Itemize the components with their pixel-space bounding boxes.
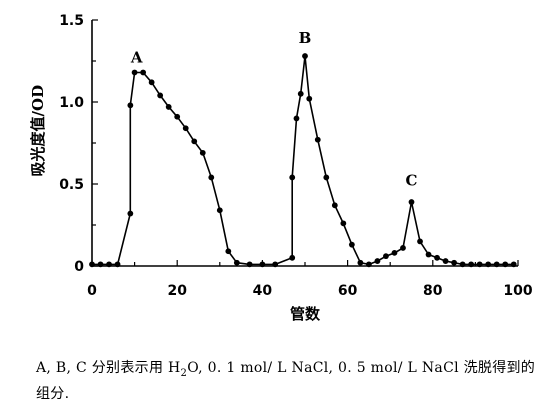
data-point [323, 174, 330, 181]
data-point [148, 79, 155, 86]
series-line-layer [92, 55, 514, 266]
data-point [442, 258, 449, 264]
data-point [246, 261, 253, 268]
annotation-layer: A B C [130, 29, 418, 190]
data-point [302, 53, 308, 59]
data-point [297, 90, 304, 97]
data-point [314, 136, 321, 143]
x-tick-label: 40 [253, 283, 273, 299]
peak-label: B [299, 29, 312, 47]
data-point [383, 253, 389, 260]
data-point [114, 261, 121, 268]
data-point [425, 251, 432, 258]
x-tick-label: 100 [503, 283, 532, 299]
y-tick-label: 1.5 [59, 13, 84, 29]
data-point [216, 207, 223, 214]
data-point [510, 261, 517, 268]
data-point [131, 69, 138, 76]
x-tick-label: 60 [338, 283, 358, 299]
marker-layer [89, 53, 517, 268]
data-point [140, 69, 147, 76]
x-tick-label: 80 [423, 283, 443, 299]
y-tick-label: 0 [74, 259, 84, 275]
data-point [451, 259, 457, 266]
data-point [417, 238, 423, 245]
data-point [366, 261, 372, 268]
figure-caption: A, B, C 分别表示用 H2O, 0. 1 mol/ L NaCl, 0. … [36, 356, 536, 407]
y-axis-title: 吸光度值/OD [29, 85, 47, 177]
x-tick-label: 0 [87, 283, 97, 299]
axes: 0 20 40 60 80 100 0 0.5 1.0 1.5 管数 吸光度值/OD [29, 13, 533, 323]
data-point [199, 149, 206, 156]
data-point [259, 261, 266, 268]
data-point [400, 245, 406, 251]
data-point [485, 261, 492, 268]
x-axis-title: 管数 [290, 305, 321, 323]
data-point [357, 259, 364, 266]
caption-subscript: 2 [180, 368, 188, 379]
data-point [225, 248, 232, 255]
y-tick-label: 0.5 [59, 177, 84, 193]
data-point [331, 202, 338, 209]
data-point [233, 259, 240, 266]
data-point [289, 254, 296, 261]
data-point [127, 210, 134, 217]
data-point [502, 261, 509, 268]
data-point [293, 115, 300, 122]
data-point [165, 104, 172, 110]
caption-text-part2: O, 0. 1 mol/ L NaCl, 0. 5 mol/ L NaCl 洗脱… [36, 360, 536, 402]
data-point [306, 95, 313, 102]
data-point [272, 261, 279, 268]
series-line [92, 55, 514, 266]
data-point [89, 261, 95, 268]
data-point [182, 125, 189, 132]
data-point [97, 261, 104, 268]
y-tick-label: 1.0 [59, 95, 84, 111]
caption-text-part1: A, B, C 分别表示用 H [36, 360, 181, 376]
data-point [127, 102, 134, 109]
data-point [174, 113, 181, 120]
data-point [348, 241, 355, 248]
x-tick-label: 20 [167, 283, 187, 299]
data-point [408, 199, 415, 205]
elution-chart: 0 20 40 60 80 100 0 0.5 1.0 1.5 管数 吸光度值/OD A B C [29, 13, 533, 323]
data-point [374, 258, 381, 264]
data-point [459, 261, 466, 268]
data-point [157, 92, 164, 99]
data-point [106, 261, 112, 268]
peak-label: C [406, 172, 418, 190]
data-point [391, 249, 398, 256]
peak-label: A [130, 49, 143, 67]
data-point [493, 261, 500, 268]
data-point [340, 220, 347, 227]
data-point [289, 174, 296, 181]
data-point [468, 261, 475, 268]
data-point [476, 261, 483, 268]
data-point [434, 254, 440, 261]
data-point [191, 138, 198, 145]
data-point [208, 174, 215, 181]
